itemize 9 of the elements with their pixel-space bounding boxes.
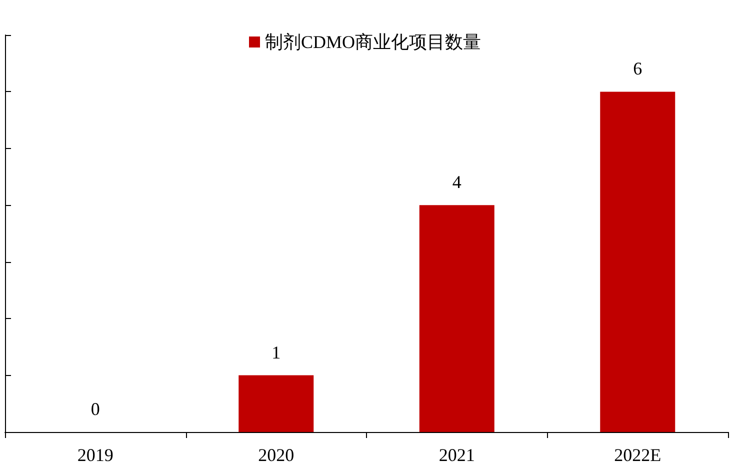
data-label: 6 [633,58,642,79]
x-tick-label: 2020 [258,445,294,465]
x-tick-label: 2021 [438,445,475,465]
legend-label: 制剂CDMO商业化项目数量 [264,32,482,52]
data-label: 4 [452,172,462,192]
x-tick-label: 2019 [77,445,114,465]
data-label: 0 [90,399,100,419]
x-tick-label: 2022E [614,445,662,465]
data-label: 1 [272,342,281,362]
